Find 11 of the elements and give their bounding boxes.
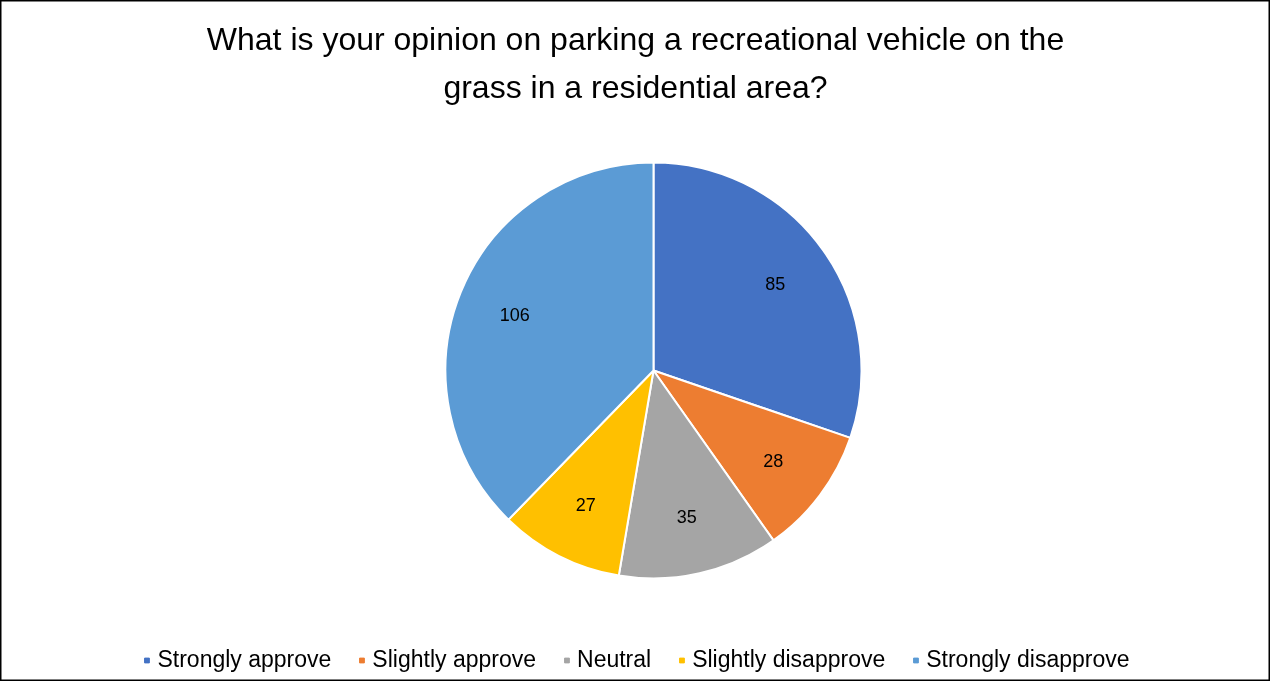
data-label: 106 [499, 304, 530, 325]
chart-title: What is your opinion on parking a recreational vehicle on the grass in a residential area? [206, 20, 1065, 106]
legend-label: Strongly disapprove [926, 646, 1130, 673]
data-label: 27 [575, 494, 596, 515]
data-label: 85 [765, 273, 786, 294]
data-label: 28 [763, 450, 784, 471]
legend-label: Slightly disapprove [692, 646, 886, 673]
legend-label: Strongly approve [157, 646, 332, 673]
data-label: 35 [676, 507, 697, 528]
legend-label: Neutral [577, 646, 652, 673]
legend-label: Slightly approve [372, 646, 537, 673]
